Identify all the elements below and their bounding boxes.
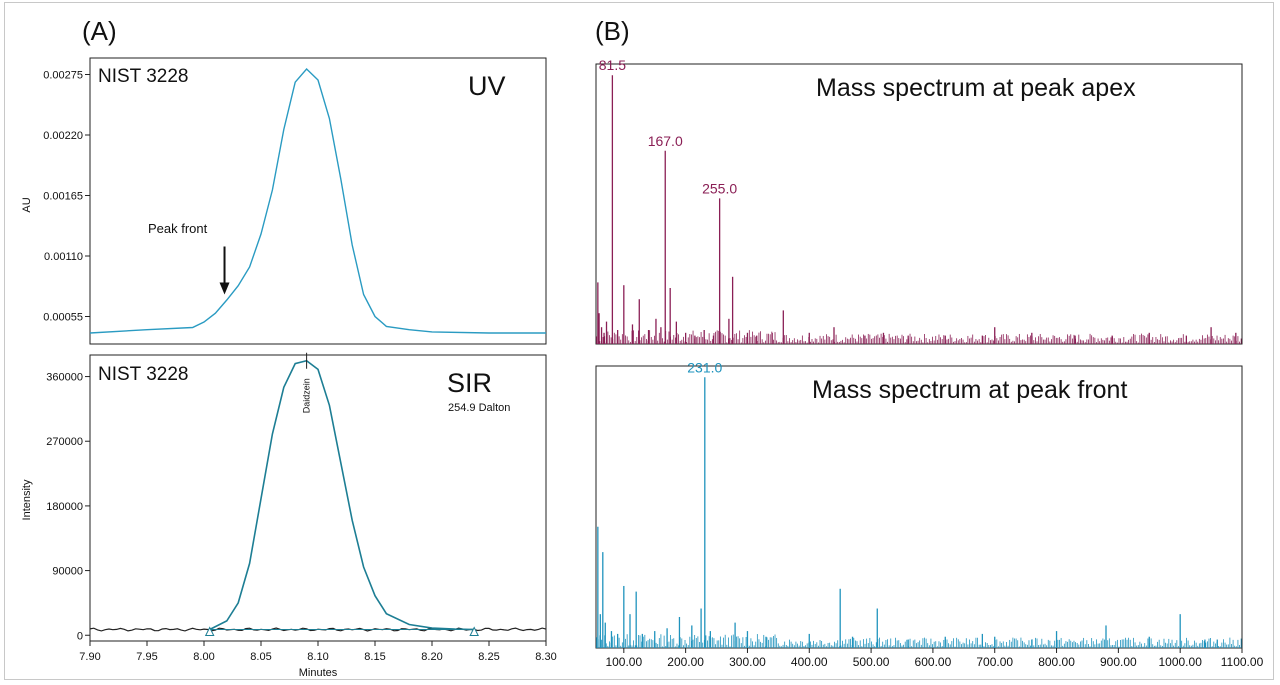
- front-x-tick-label: 700.00: [976, 655, 1013, 669]
- sir-x-tick-label: 8.00: [193, 651, 214, 663]
- figure-frame: [4, 2, 1274, 680]
- front-x-axis: 100.00 200.00 300.00 400.00 500.00 600.00 700.…: [605, 648, 1264, 669]
- sir-x-tick-label: 8.05: [250, 651, 271, 663]
- uv-chromatogram: 0.00055 0.00110 0.00165 0.00220 0.00275 NIST…: [21, 57, 547, 345]
- uv-y-tick-label: 0.00110: [44, 251, 83, 263]
- apex-spectrum-bars: [597, 75, 1237, 344]
- sir-sample-label: NIST 3228: [98, 364, 188, 385]
- uv-y-tick-label: 0.00275: [43, 70, 83, 82]
- front-x-tick-label: 1000.00: [1158, 655, 1202, 669]
- uv-plot-frame: [89, 57, 547, 345]
- sir-y-tick-label: 360000: [46, 372, 83, 384]
- front-x-tick-label: 800.00: [1038, 655, 1075, 669]
- integration-marker: [204, 626, 215, 637]
- sir-trace: [209, 359, 475, 631]
- front-x-tick-label: 400.00: [791, 655, 828, 669]
- front-x-tick-label: 600.00: [915, 655, 952, 669]
- uv-y-tick-label: 0.00055: [43, 312, 83, 324]
- sir-x-tick-label: 8.30: [535, 651, 556, 663]
- uv-y-axis-label: AU: [21, 197, 33, 212]
- front-x-tick-label: 300.00: [729, 655, 766, 669]
- front-x-tick-label: 900.00: [1100, 655, 1137, 669]
- sir-mass-label: 254.9 Dalton: [448, 402, 510, 414]
- uv-trace: [89, 67, 546, 334]
- panel-label-a: (A): [82, 16, 117, 46]
- apex-mass-spectrum: 81.5 167.0 255.0 Mass spectrum at peak ape…: [595, 57, 1243, 345]
- front-spectrum-bars: [597, 377, 1218, 648]
- front-mass-spectrum: 231.0 100.00 200.00 300.00 400.00 500.00 600.…: [595, 359, 1264, 669]
- sir-trace-label: SIR: [447, 368, 492, 398]
- apex-noise-bars: [596, 330, 1242, 344]
- front-plot-frame: [595, 365, 1243, 649]
- panel-label-b: (B): [595, 16, 630, 46]
- sir-y-axis: 0 90000 180000 270000 360000: [46, 372, 90, 642]
- front-x-tick-label: 200.00: [667, 655, 704, 669]
- sir-x-tick-label: 8.10: [307, 651, 328, 663]
- sir-x-tick-label: 8.20: [421, 651, 442, 663]
- sir-x-tick-label: 7.90: [79, 651, 100, 663]
- sir-y-tick-label: 180000: [46, 501, 83, 513]
- peak-front-annotation: Peak front: [148, 221, 208, 236]
- uv-y-tick-label: 0.00220: [43, 130, 83, 142]
- uv-trace-label: UV: [468, 71, 506, 101]
- peak-front-arrowhead: [219, 282, 230, 295]
- sir-x-axis: 7.90 7.95 8.00 8.05 8.10 8.15 8.20 8.25 8.30: [79, 641, 557, 663]
- sir-x-axis-label: Minutes: [299, 667, 338, 679]
- sir-x-tick-label: 7.95: [136, 651, 157, 663]
- sir-y-tick-label: 90000: [52, 566, 83, 578]
- front-peak-label: 231.0: [687, 359, 722, 375]
- sir-y-tick-label: 0: [77, 630, 83, 642]
- sir-y-tick-label: 270000: [46, 436, 83, 448]
- uv-sample-label: NIST 3228: [98, 66, 188, 87]
- apex-plot-frame: [595, 63, 1243, 345]
- front-x-tick-label: 100.00: [605, 655, 642, 669]
- sir-chromatogram: 0 90000 180000 270000 360000 7.90 7.95 8.00 8.0…: [21, 352, 557, 679]
- apex-title: Mass spectrum at peak apex: [816, 74, 1136, 102]
- integration-markers: [204, 626, 479, 637]
- front-noise-bars: [596, 634, 1242, 648]
- daidzein-peak-label: Daidzein: [302, 378, 312, 413]
- integration-marker: [469, 626, 479, 637]
- apex-peak-label: 167.0: [648, 133, 683, 149]
- front-peak-labels: 231.0: [687, 359, 722, 375]
- apex-peak-label: 81.5: [599, 57, 626, 73]
- uv-y-tick-label: 0.00165: [43, 191, 83, 203]
- front-x-tick-label: 500.00: [853, 655, 890, 669]
- front-title: Mass spectrum at peak front: [812, 376, 1127, 404]
- apex-peak-labels: 81.5 167.0 255.0: [599, 57, 738, 196]
- sir-x-tick-label: 8.15: [364, 651, 385, 663]
- apex-peak-label: 255.0: [702, 180, 737, 196]
- front-x-tick-label: 1100.00: [1221, 655, 1264, 669]
- uv-y-axis: 0.00055 0.00110 0.00165 0.00220 0.00275: [43, 70, 90, 324]
- sir-y-axis-label: Intensity: [21, 479, 33, 520]
- sir-x-tick-label: 8.25: [478, 651, 499, 663]
